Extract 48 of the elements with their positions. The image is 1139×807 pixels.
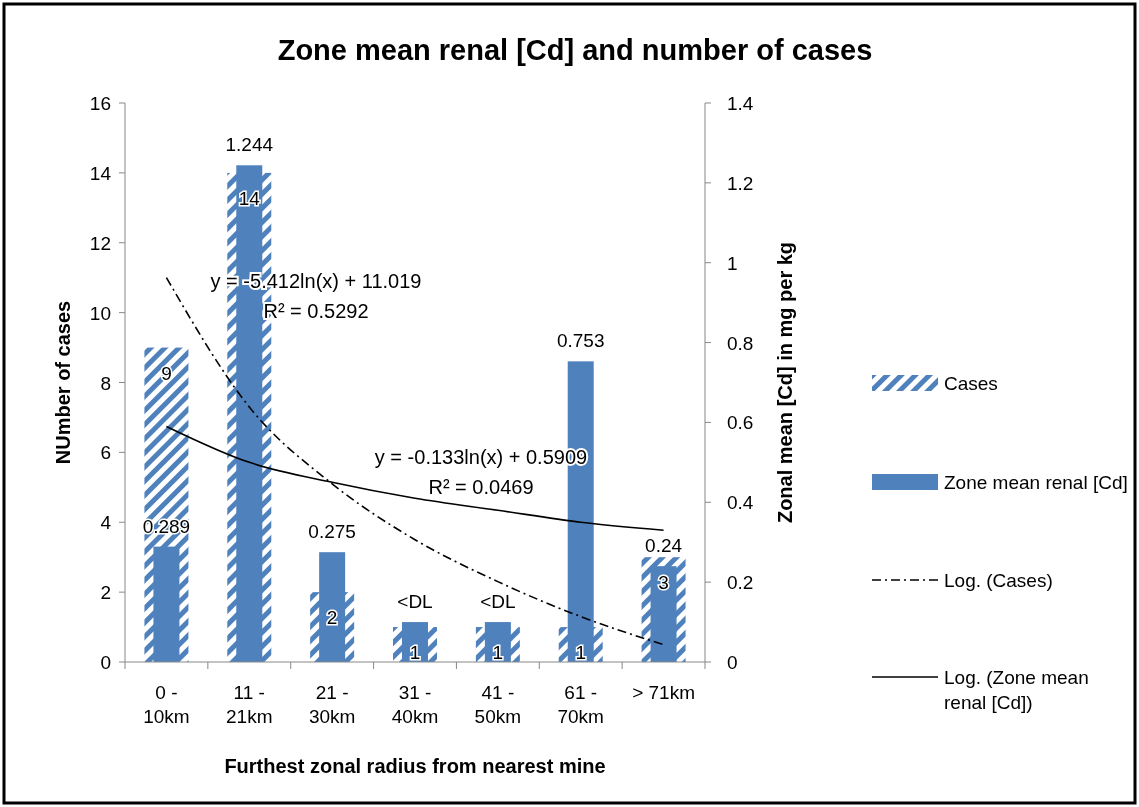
legend-label: Zone mean renal [Cd] (944, 472, 1128, 493)
y-tick-label: 2 (100, 582, 111, 604)
y2-tick-label: 0.4 (727, 492, 754, 514)
data-label: 3 (658, 572, 669, 594)
y2-tick-label: 1 (727, 252, 738, 274)
y-tick-label: 4 (100, 512, 112, 534)
y2-axis-title: Zonal mean [Cd] in mg per kg (774, 241, 796, 524)
x-tick-label: 21 - 30km (308, 682, 356, 727)
data-label: <DL (397, 591, 433, 613)
data-label: 0.289 (142, 515, 191, 537)
y-tick-label: 8 (100, 372, 111, 394)
x-tick-label: > 71km (632, 682, 695, 703)
x-tick-label: 31 - 40km (391, 682, 439, 727)
y-tick-label: 6 (100, 442, 111, 464)
x-tick-label: 41 - 50km (474, 682, 522, 727)
data-label: 1 (492, 642, 504, 664)
legend-label: Log. (Zone mean renal [Cd]) (944, 667, 1089, 713)
y-tick-label: 16 (89, 93, 111, 114)
bar (153, 546, 180, 662)
data-label: 2 (326, 607, 338, 629)
data-label: 1.244 (225, 134, 274, 156)
x-tick-label: 0 - 10km (143, 682, 190, 727)
x-axis-title: Furthest zonal radius from nearest mine (224, 755, 606, 777)
y2-tick-label: 0 (727, 652, 738, 673)
data-label: 1 (575, 642, 586, 664)
y-tick-label: 12 (89, 232, 111, 254)
annotation: R² = 0.5292 (263, 300, 369, 322)
y-tick-label: 0 (100, 652, 111, 673)
y2-tick-label: 0.2 (727, 572, 754, 594)
y2-tick-label: 1.2 (727, 172, 754, 194)
annotation: R² = 0.0469 (428, 476, 534, 498)
data-label: <DL (480, 591, 516, 613)
data-label: 0.753 (556, 330, 605, 352)
x-tick-label: 61 - 70km (557, 682, 604, 727)
legend-label: Log. (Cases) (944, 570, 1053, 591)
data-label: 14 (238, 187, 261, 209)
y-tick-label: 10 (89, 302, 111, 324)
x-tick-label: 11 - 21km (226, 682, 273, 727)
legend-label: Cases (944, 373, 998, 394)
data-label: 0.275 (308, 521, 356, 543)
y2-tick-label: 0.8 (727, 332, 754, 354)
y-axis-title: NUmber of cases (52, 300, 74, 465)
y2-tick-label: 0.6 (727, 412, 754, 434)
y-tick-label: 14 (89, 162, 112, 184)
data-label: 0.24 (645, 535, 683, 557)
data-label: 1 (409, 642, 421, 664)
y2-tick-label: 1.4 (727, 93, 754, 114)
chart-title: Zone mean renal [Cd] and number of cases (277, 34, 873, 66)
